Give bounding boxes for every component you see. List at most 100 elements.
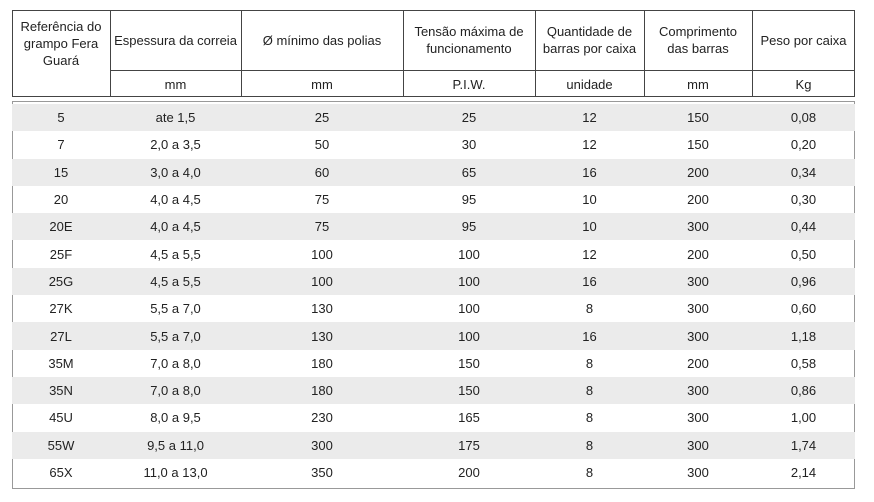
header-column-divider xyxy=(535,10,536,97)
table-cell: 300 xyxy=(687,465,709,481)
table-cell: 75 xyxy=(314,219,330,235)
table-cell: 7,0 a 8,0 xyxy=(150,383,201,399)
unit-cell: Kg xyxy=(795,76,812,92)
table-cell: ate 1,5 xyxy=(155,110,196,126)
table-cell: 11,0 a 13,0 xyxy=(143,465,208,481)
table-cell: 300 xyxy=(687,219,709,235)
table-cell: 55W xyxy=(47,437,75,453)
table-cell: 100 xyxy=(458,301,480,317)
table-cell: 8 xyxy=(585,465,594,481)
table-cell: 95 xyxy=(461,192,477,208)
table-cell: 150 xyxy=(458,383,480,399)
table-cell: 8,0 a 9,5 xyxy=(150,410,201,426)
header-divider xyxy=(110,70,855,71)
table-cell: 180 xyxy=(311,383,333,399)
unit-cell: mm xyxy=(687,76,709,92)
table-cell: 150 xyxy=(687,110,709,126)
table-cell: 1,74 xyxy=(790,437,817,453)
header-cell: Tensão máxima de funcionamento xyxy=(414,24,524,56)
table-cell: 9,5 a 11,0 xyxy=(147,437,204,453)
header-column-divider xyxy=(403,10,404,97)
table-cell: 4,5 a 5,5 xyxy=(150,246,201,262)
table-cell: 300 xyxy=(687,437,709,453)
table-cell: 1,00 xyxy=(790,410,817,426)
table-cell: 65 xyxy=(461,164,477,180)
table-cell: 180 xyxy=(311,355,333,371)
table-cell: 4,0 a 4,5 xyxy=(150,192,201,208)
header-cell: Comprimento das barras xyxy=(658,24,738,56)
table-cell: 95 xyxy=(461,219,477,235)
table-cell: 7 xyxy=(57,137,65,153)
table-cell: 165 xyxy=(458,410,480,426)
table-cell: 12 xyxy=(582,110,597,126)
header-cell: Espessura da correia xyxy=(114,32,237,48)
table-cell: 0,30 xyxy=(790,192,817,208)
header-column-divider xyxy=(241,10,242,97)
table-cell: 300 xyxy=(311,437,333,453)
table-cell: 5,5 a 7,0 xyxy=(150,301,201,317)
table-cell: 100 xyxy=(458,273,480,289)
table-cell: 175 xyxy=(458,437,480,453)
header-column-divider xyxy=(644,10,645,97)
table-cell: 65X xyxy=(49,465,73,481)
table-cell: 8 xyxy=(585,355,594,371)
table-cell: 0,86 xyxy=(790,383,817,399)
header-cell: Ø mínimo das polias xyxy=(262,32,382,48)
table-row xyxy=(12,322,855,350)
table-cell: 30 xyxy=(461,137,477,153)
table-cell: 16 xyxy=(582,328,597,344)
table-cell: 200 xyxy=(687,246,709,262)
header-column-divider xyxy=(110,10,111,97)
table-cell: 300 xyxy=(687,410,709,426)
unit-cell: mm xyxy=(164,76,187,92)
table-cell: 25 xyxy=(461,110,477,126)
table-cell: 0,96 xyxy=(790,273,817,289)
header-cell: Quantidade de barras por caixa xyxy=(542,24,637,56)
table-cell: 0,20 xyxy=(790,137,817,153)
table-cell: 27L xyxy=(50,328,72,344)
table-cell: 5 xyxy=(57,110,65,126)
table-cell: 12 xyxy=(582,137,597,153)
table-cell: 150 xyxy=(687,137,709,153)
table-cell: 300 xyxy=(687,383,709,399)
table-cell: 0,60 xyxy=(790,301,817,317)
table-cell: 2,0 a 3,5 xyxy=(150,137,201,153)
unit-cell: unidade xyxy=(566,76,613,92)
table-row xyxy=(12,431,855,459)
table-cell: 300 xyxy=(687,301,709,317)
table-cell: 75 xyxy=(314,192,330,208)
table-cell: 7,0 a 8,0 xyxy=(150,355,201,371)
table-cell: 45U xyxy=(49,410,73,426)
table-cell: 10 xyxy=(582,219,597,235)
header-cell: Peso por caixa xyxy=(760,32,847,48)
unit-cell: mm xyxy=(311,76,333,92)
table-cell: 8 xyxy=(585,301,594,317)
table-cell: 16 xyxy=(582,273,597,289)
table-cell: 200 xyxy=(687,192,709,208)
table-cell: 25F xyxy=(49,246,73,262)
table-cell: 100 xyxy=(458,328,480,344)
table-cell: 35N xyxy=(49,383,73,399)
table-row xyxy=(12,104,855,132)
table-cell: 5,5 a 7,0 xyxy=(150,328,201,344)
table-cell: 300 xyxy=(687,328,709,344)
table-cell: 200 xyxy=(458,465,480,481)
table-cell: 12 xyxy=(582,246,597,262)
table-cell: 150 xyxy=(458,355,480,371)
table-cell: 10 xyxy=(582,192,597,208)
table-cell: 0,44 xyxy=(790,219,817,235)
table-cell: 16 xyxy=(582,164,597,180)
table-cell: 0,58 xyxy=(790,355,817,371)
table-cell: 0,08 xyxy=(790,110,817,126)
table-cell: 8 xyxy=(585,437,594,453)
table-cell: 3,0 a 4,0 xyxy=(150,164,201,180)
table-cell: 200 xyxy=(687,355,709,371)
table-cell: 27K xyxy=(49,301,73,317)
table-cell: 0,50 xyxy=(790,246,817,262)
unit-cell: P.I.W. xyxy=(452,76,486,92)
header-column-divider xyxy=(752,10,753,97)
table-row xyxy=(12,213,855,241)
table-cell: 1,18 xyxy=(790,328,817,344)
table-cell: 4,0 a 4,5 xyxy=(150,219,201,235)
